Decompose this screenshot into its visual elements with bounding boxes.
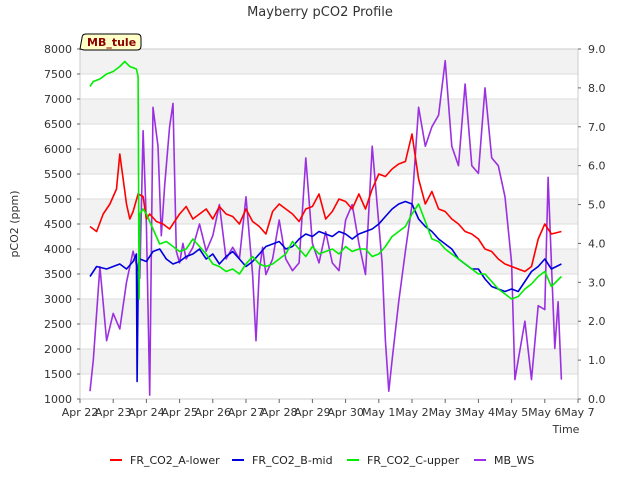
band bbox=[80, 99, 578, 124]
x-tick-label: Apr 26 bbox=[195, 406, 232, 419]
x-tick-label: May 3 bbox=[429, 406, 462, 419]
y-axis-right: 0.0 1.0 2.0 3.0 4.0 5.0 6.0 7.0 8.0 9.0 bbox=[578, 43, 606, 406]
y-tick-label: 5500 bbox=[44, 168, 72, 181]
y-tick-label: 2000 bbox=[44, 343, 72, 356]
x-tick-label: Apr 22 bbox=[62, 406, 99, 419]
y-tick-label: 4000 bbox=[44, 243, 72, 256]
legend-label: FR_CO2_A-lower bbox=[130, 454, 220, 467]
y2-tick-label: 7.0 bbox=[588, 121, 606, 134]
series-line-MB_WS bbox=[89, 59, 563, 396]
x-tick-label: May 2 bbox=[395, 406, 428, 419]
y-tick-label: 8000 bbox=[44, 43, 72, 56]
x-tick-label: Apr 29 bbox=[294, 406, 331, 419]
series-line-FR_CO2_C-upper bbox=[89, 60, 562, 300]
y2-tick-label: 3.0 bbox=[588, 276, 606, 289]
x-tick-label: May 7 bbox=[561, 406, 594, 419]
band bbox=[80, 249, 578, 274]
band bbox=[80, 299, 578, 324]
legend-label: FR_CO2_B-mid bbox=[252, 454, 333, 467]
site-label: MB_tule bbox=[87, 36, 136, 49]
y2-tick-label: 4.0 bbox=[588, 237, 606, 250]
y-tick-label: 4500 bbox=[44, 218, 72, 231]
band bbox=[80, 349, 578, 374]
y2-tick-label: 0.0 bbox=[588, 393, 606, 406]
y-tick-label: 1500 bbox=[44, 368, 72, 381]
x-axis-title: Time bbox=[552, 423, 580, 436]
x-tick-label: Apr 27 bbox=[228, 406, 265, 419]
y-tick-label: 6000 bbox=[44, 143, 72, 156]
x-tick-label: May 6 bbox=[528, 406, 561, 419]
legend: FR_CO2_A-lower FR_CO2_B-mid FR_CO2_C-upper… bbox=[110, 454, 534, 467]
x-tick-label: May 1 bbox=[362, 406, 395, 419]
band bbox=[80, 49, 578, 74]
chart-title: Mayberry pCO2 Profile bbox=[247, 5, 393, 20]
y-axis-title: pCO2 (ppm) bbox=[8, 190, 21, 257]
y-tick-label: 5000 bbox=[44, 193, 72, 206]
x-tick-label: May 4 bbox=[462, 406, 495, 419]
y-axis-left: 1000 1500 2000 2500 3000 3500 4000 4500 5000 5500… bbox=[44, 43, 80, 406]
legend-label: FR_CO2_C-upper bbox=[367, 454, 460, 467]
y-tick-label: 3500 bbox=[44, 268, 72, 281]
x-tick-label: Apr 28 bbox=[261, 406, 298, 419]
x-tick-label: Apr 24 bbox=[128, 406, 165, 419]
y-tick-label: 3000 bbox=[44, 293, 72, 306]
y-tick-label: 6500 bbox=[44, 118, 72, 131]
x-tick-label: May 5 bbox=[495, 406, 528, 419]
y-tick-label: 1000 bbox=[44, 393, 72, 406]
legend-label: MB_WS bbox=[494, 454, 534, 467]
series-line-FR_CO2_A-lower bbox=[89, 133, 562, 273]
y2-tick-label: 1.0 bbox=[588, 354, 606, 367]
y-tick-label: 7000 bbox=[44, 93, 72, 106]
x-tick-label: Apr 30 bbox=[327, 406, 364, 419]
x-tick-label: Apr 23 bbox=[95, 406, 132, 419]
y2-tick-label: 8.0 bbox=[588, 82, 606, 95]
y-tick-label: 2500 bbox=[44, 318, 72, 331]
y-tick-label: 7500 bbox=[44, 68, 72, 81]
y2-tick-label: 2.0 bbox=[588, 315, 606, 328]
background-bands bbox=[80, 49, 578, 374]
band bbox=[80, 149, 578, 174]
site-label-box: MB_tule bbox=[79, 33, 142, 51]
series-lines bbox=[89, 59, 563, 396]
y2-tick-label: 9.0 bbox=[588, 43, 606, 56]
x-tick-label: Apr 25 bbox=[161, 406, 198, 419]
y2-tick-label: 6.0 bbox=[588, 160, 606, 173]
series-line-FR_CO2_B-mid bbox=[89, 200, 562, 383]
y2-tick-label: 5.0 bbox=[588, 199, 606, 212]
